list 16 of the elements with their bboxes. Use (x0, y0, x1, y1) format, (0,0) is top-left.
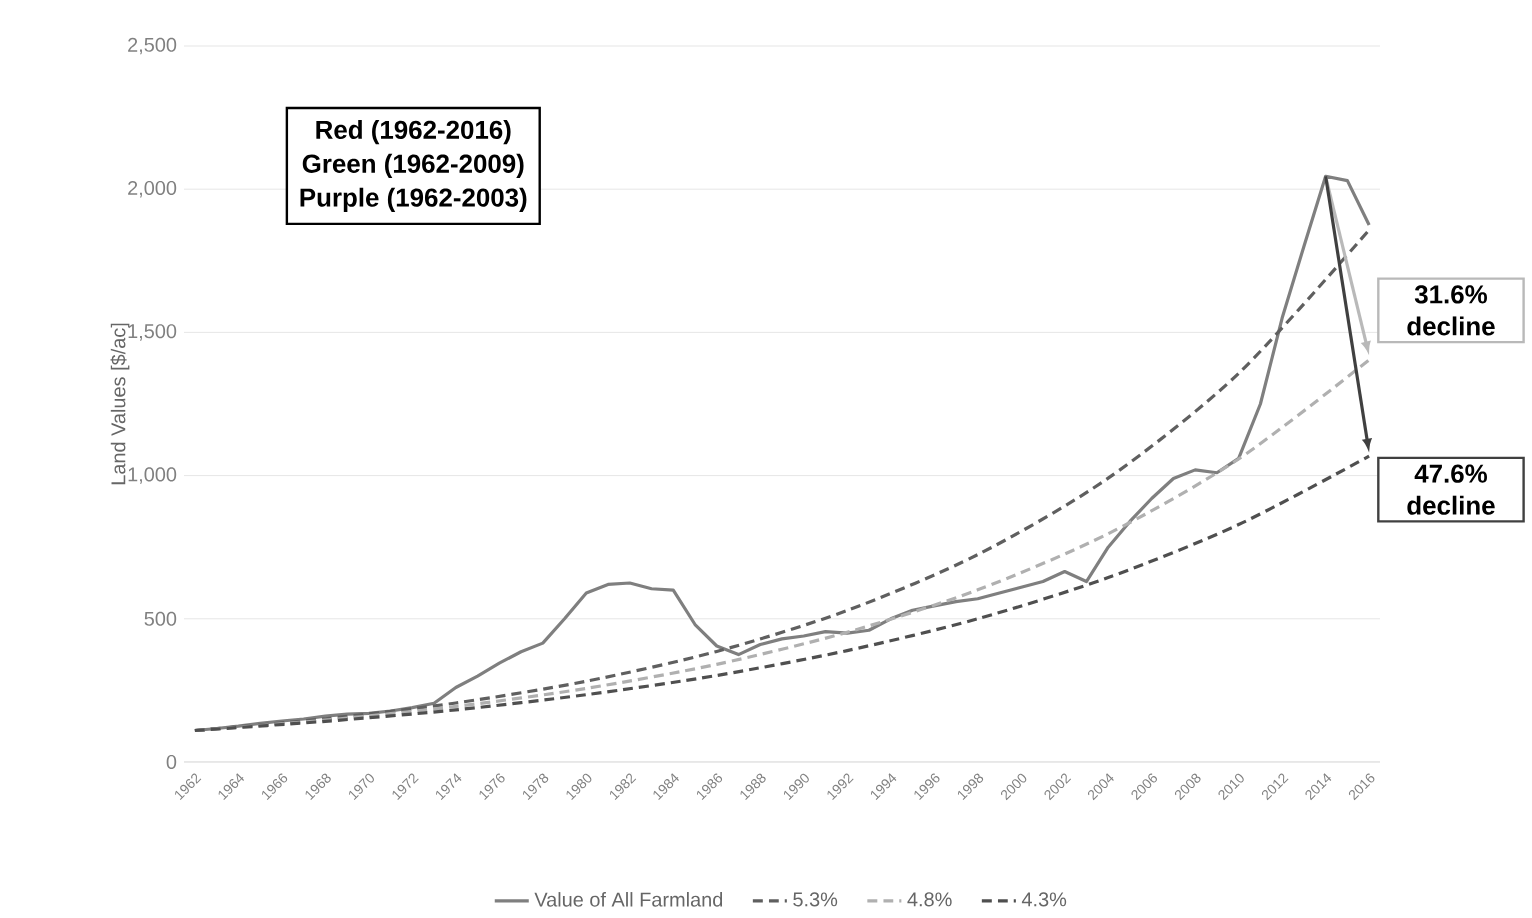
y-tick-label: 500 (144, 611, 177, 627)
y-tick-label: 1,000 (128, 467, 177, 485)
annotation: 47.6% decline (1407, 464, 1495, 515)
annotation: 31.6% decline (1407, 285, 1495, 336)
annotation: Purple (1962-2003) (300, 187, 527, 213)
y-tick-label: 0 (166, 755, 177, 770)
y-tick-label: 2,000 (128, 181, 177, 198)
y-tick-label: 1,500 (128, 324, 177, 341)
legend-label: 4.8% (907, 892, 952, 907)
legend-label: Value of All Farmland (534, 892, 723, 907)
y-axis-title: Land Values [$/ac] (110, 323, 130, 485)
annotation: Red (1962-2016) (316, 120, 511, 145)
legend-label: 5.3% (793, 892, 838, 907)
legend-label: 4.3% (1021, 892, 1067, 907)
y-tick-label: 2,500 (128, 38, 177, 55)
annotation: Green (1962-2009) (302, 154, 524, 179)
